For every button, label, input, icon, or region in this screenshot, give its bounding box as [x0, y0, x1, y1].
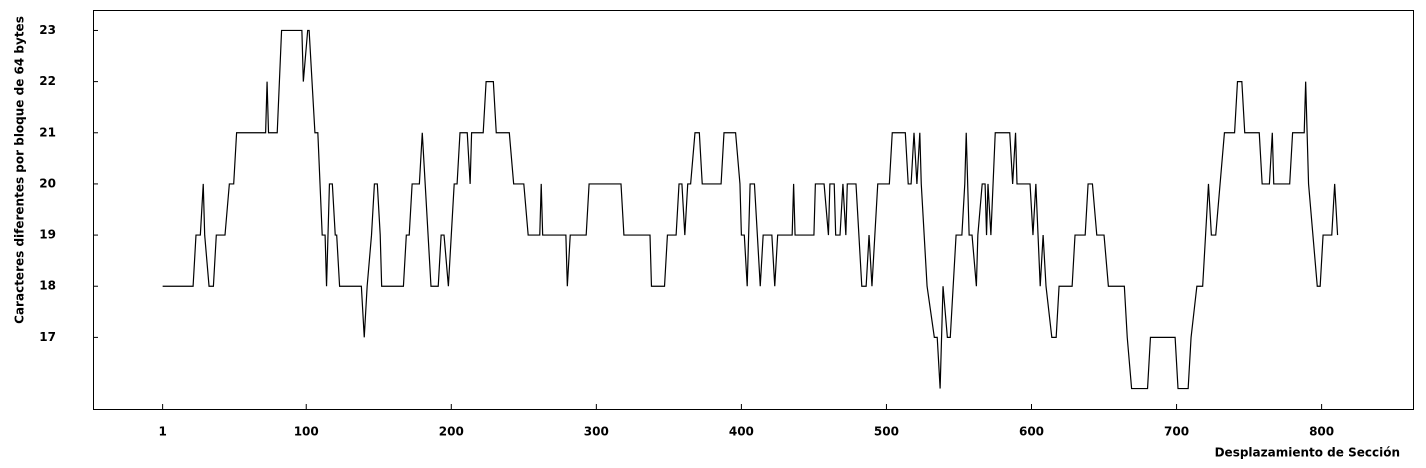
y-tick-label: 19 — [39, 228, 56, 242]
y-tick-label: 18 — [39, 279, 56, 293]
x-axis-label: Desplazamiento de Sección — [1215, 446, 1400, 460]
y-tick-label: 22 — [39, 74, 56, 88]
x-tick-label: 800 — [1309, 425, 1334, 439]
x-tick-label: 100 — [294, 425, 319, 439]
x-tick-label: 200 — [439, 425, 464, 439]
y-tick-label: 23 — [39, 23, 56, 37]
x-tick-label: 400 — [729, 425, 754, 439]
y-tick-label: 20 — [39, 176, 56, 190]
x-tick-label: 700 — [1164, 425, 1189, 439]
x-tick-label: 500 — [874, 425, 899, 439]
x-tick-label: 1 — [158, 425, 166, 439]
x-tick-label: 600 — [1019, 425, 1044, 439]
x-tick-label: 300 — [584, 425, 609, 439]
data-line — [162, 29, 1339, 390]
y-tick-label: 17 — [39, 330, 56, 344]
y-tick-label: 21 — [39, 125, 56, 139]
plot-frame — [93, 10, 1414, 410]
y-axis-label: Caracteres diferentes por bloque de 64 b… — [13, 16, 27, 324]
